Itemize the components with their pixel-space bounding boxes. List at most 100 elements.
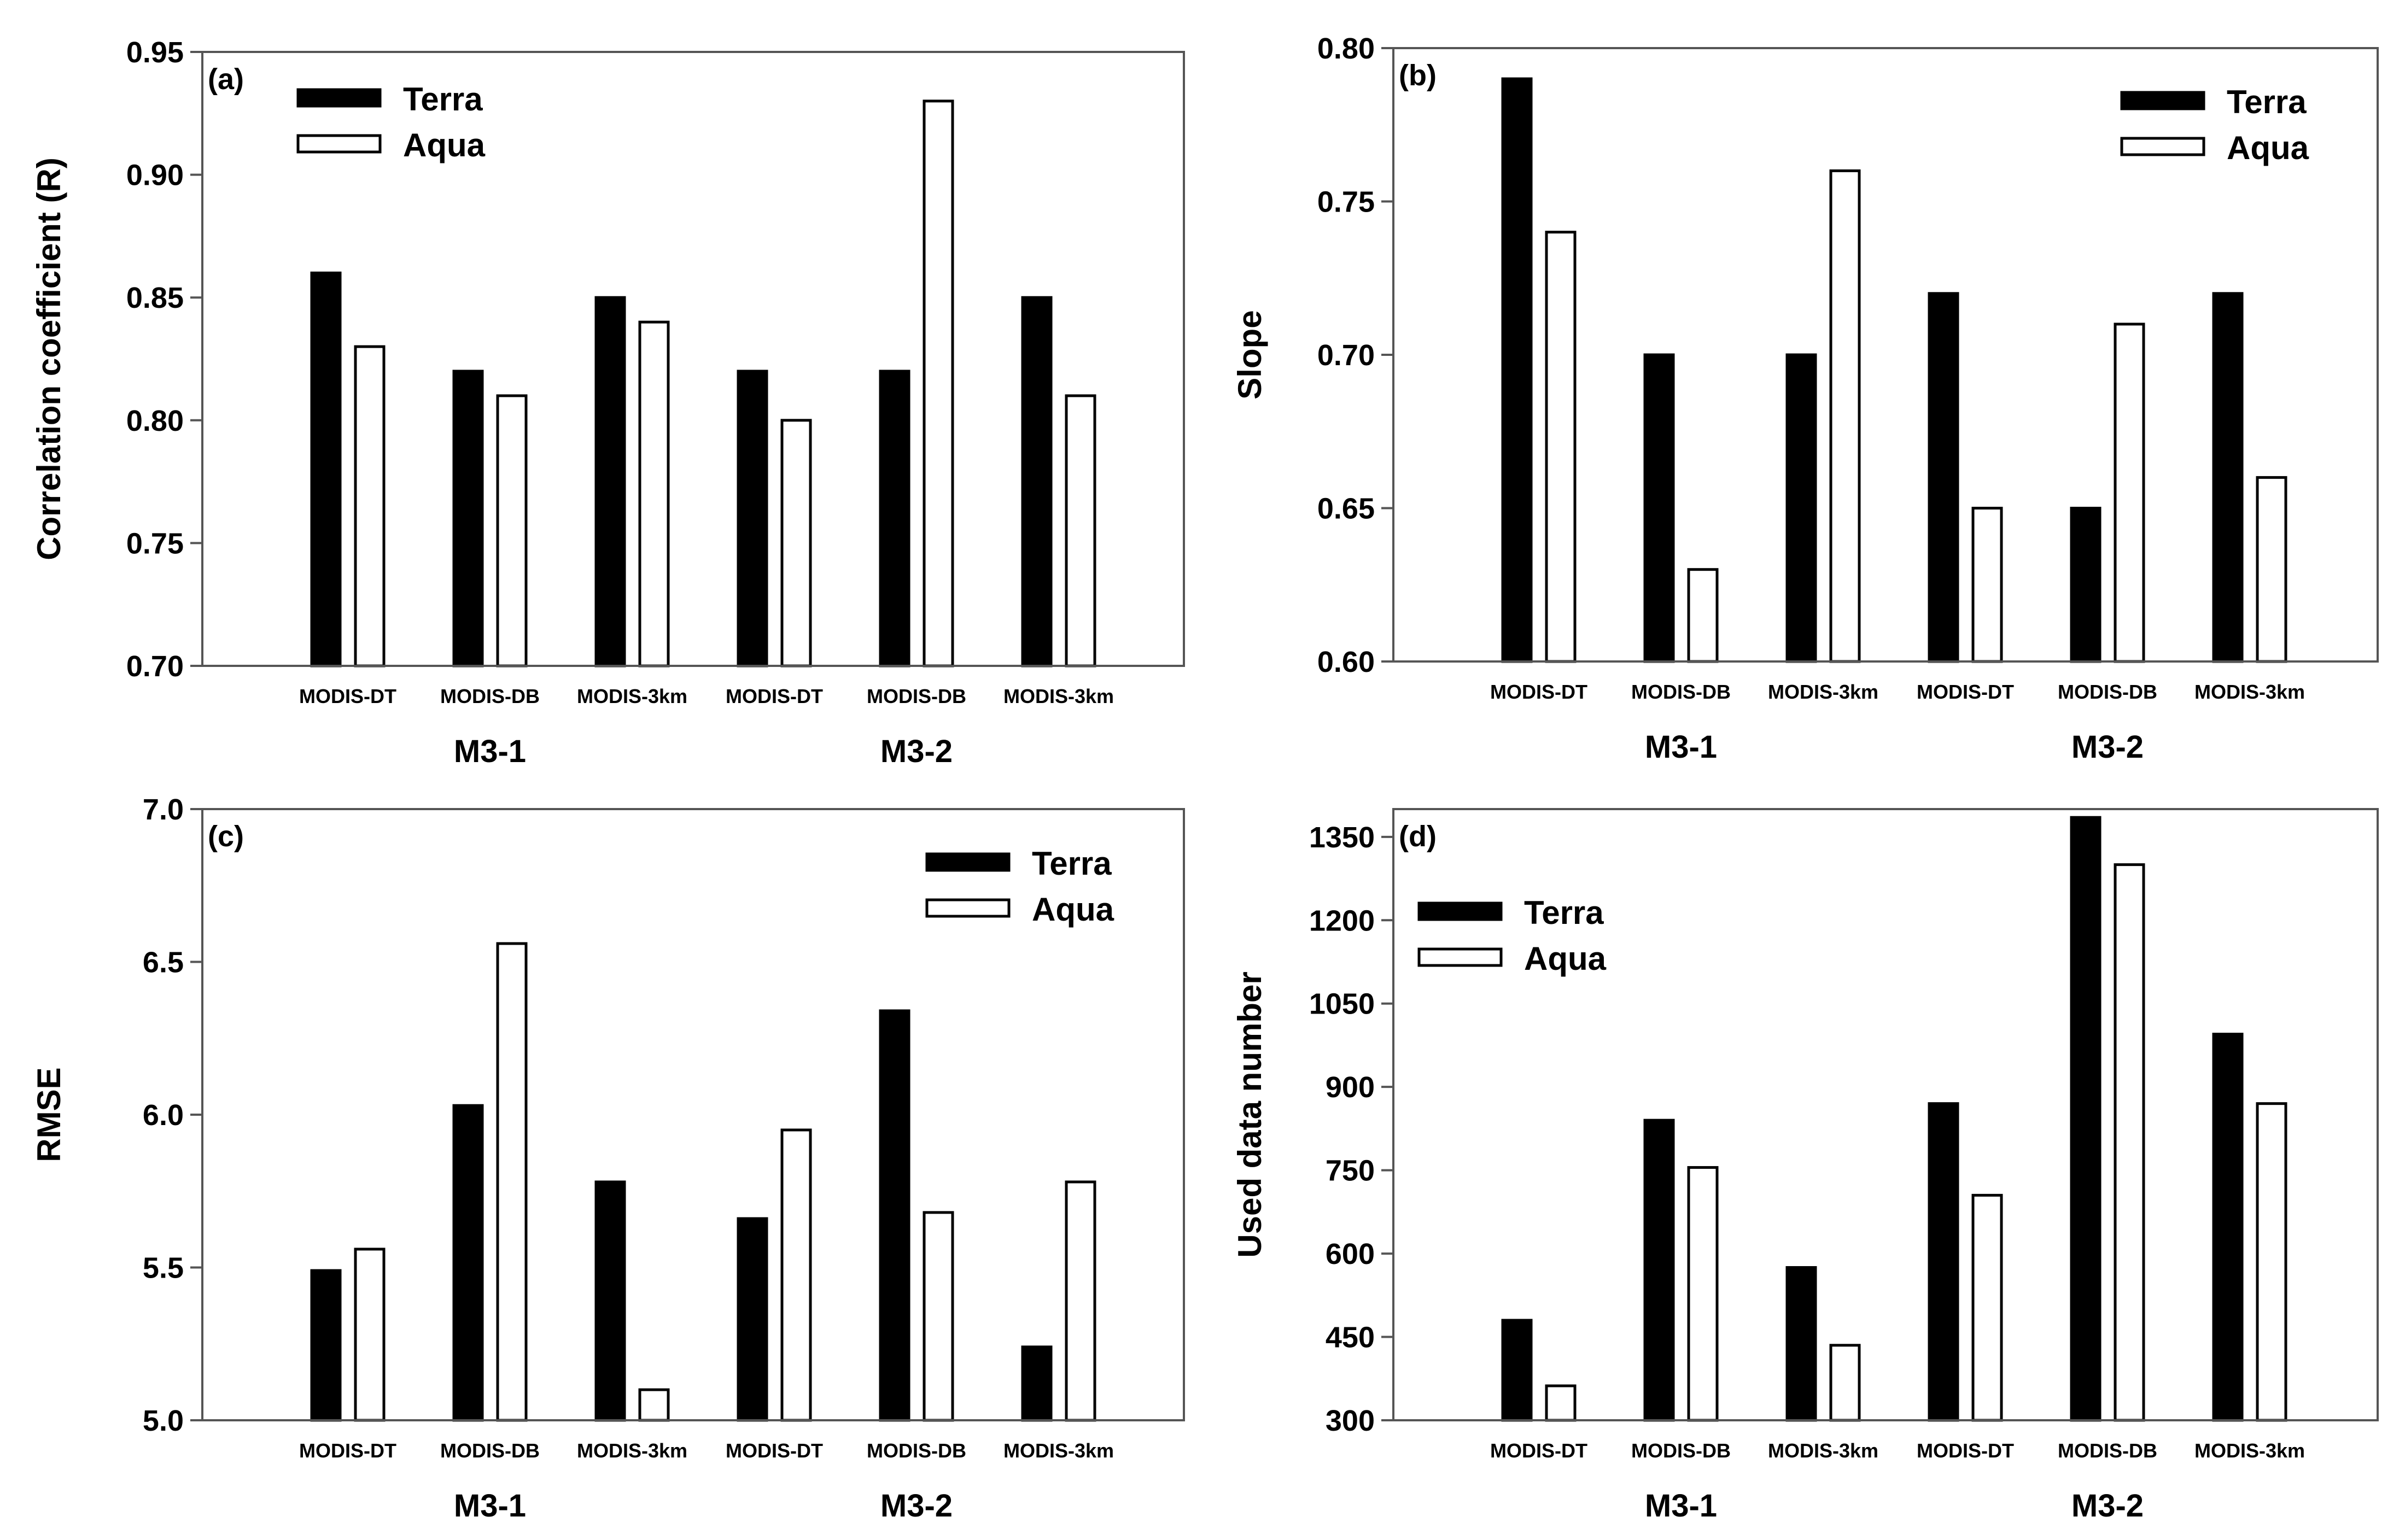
x-category-label: MODIS-3km <box>2194 1439 2305 1462</box>
bar-terra-4 <box>1928 1102 1959 1422</box>
bar-terra-5 <box>2070 507 2102 663</box>
x-category-label: MODIS-DB <box>1631 681 1731 703</box>
legend-swatch-aqua <box>1417 947 1503 967</box>
y-axis-title: Used data number <box>1231 971 1268 1257</box>
bar-aqua-1 <box>354 1248 386 1422</box>
y-tick-label: 1050 <box>1309 988 1375 1021</box>
bar-aqua-4 <box>780 1128 812 1422</box>
y-tick-label: 0.70 <box>126 650 184 683</box>
bar-aqua-2 <box>1687 568 1719 663</box>
bar-terra-3 <box>1785 1266 1817 1422</box>
chart-panel-3: 5.0 5.5 6.0 6.5 7.0 MODIS-DT MODIS-DB MODIS-3km… <box>31 793 1185 1524</box>
legend-swatch-aqua <box>2120 137 2205 156</box>
bar-aqua-1 <box>354 345 386 667</box>
chart-panel-2: 0.60 0.65 0.70 0.75 0.80 MODIS-DT MODIS-DB MODI… <box>1231 32 2379 765</box>
bar-terra-3 <box>1785 353 1817 663</box>
y-tick-label: 0.80 <box>126 405 184 437</box>
bar-aqua-5 <box>2114 863 2145 1422</box>
x-group-label: M3-2 <box>2071 729 2144 765</box>
legend-label-aqua: Aqua <box>1524 940 1607 977</box>
bar-aqua-2 <box>496 942 528 1422</box>
y-tick-label: 5.0 <box>143 1404 184 1437</box>
bar-aqua-1 <box>1545 1384 1577 1422</box>
legend-swatch-terra <box>2120 91 2205 110</box>
x-category-label: MODIS-3km <box>577 685 687 707</box>
x-group-label: M3-2 <box>2071 1488 2144 1524</box>
x-category-label: MODIS-3km <box>1003 1439 1114 1462</box>
legend-swatch-terra <box>296 88 382 108</box>
legend-label-terra: Terra <box>1524 894 1604 931</box>
y-tick-label: 0.65 <box>1317 493 1375 525</box>
bar-aqua-4 <box>1971 507 2003 663</box>
y-axis-title: Correlation coefficient (R) <box>31 157 67 560</box>
legend-swatch-aqua <box>296 134 382 154</box>
bar-terra-1 <box>1501 77 1533 663</box>
y-tick-label: 300 <box>1326 1404 1375 1437</box>
y-tick-label: 0.60 <box>1317 646 1375 678</box>
y-tick-label: 1200 <box>1309 904 1375 937</box>
x-group-label: M3-1 <box>454 1488 526 1524</box>
bar-terra-4 <box>1928 292 1959 663</box>
legend-swatch-terra <box>925 852 1011 872</box>
bar-terra-6 <box>2212 292 2244 663</box>
panel-label: (b) <box>1399 59 1437 92</box>
x-category-label: MODIS-3km <box>577 1439 687 1462</box>
bar-terra-2 <box>1643 353 1675 663</box>
bar-aqua-4 <box>1971 1193 2003 1422</box>
bar-aqua-3 <box>638 1388 670 1422</box>
bar-terra-1 <box>1501 1319 1533 1422</box>
bar-aqua-3 <box>1829 169 1861 663</box>
y-tick-label: 0.85 <box>126 282 184 314</box>
bar-aqua-5 <box>2114 323 2145 663</box>
bar-terra-2 <box>452 370 484 667</box>
bar-aqua-2 <box>496 394 528 667</box>
x-category-label: MODIS-DB <box>440 1439 540 1462</box>
plot-frame <box>1392 808 2379 1421</box>
legend-label-terra: Terra <box>2227 84 2307 120</box>
bar-terra-2 <box>452 1104 484 1422</box>
x-group-label: M3-1 <box>1645 1488 1717 1524</box>
y-tick-label: 6.0 <box>143 1099 184 1132</box>
x-category-label: MODIS-DB <box>2058 1439 2157 1462</box>
x-category-label: MODIS-DT <box>726 1439 823 1462</box>
y-tick-label: 0.80 <box>1317 32 1375 65</box>
x-category-label: MODIS-DT <box>299 685 396 707</box>
legend-swatch-terra <box>1417 901 1503 921</box>
x-category-label: MODIS-DT <box>1917 1439 2014 1462</box>
chart-panel-4: 300 450 600 750 900 1050 1200 1350 MODIS-DT MODIS… <box>1231 808 2379 1524</box>
bar-terra-4 <box>737 1217 768 1422</box>
plot-frame <box>201 51 1185 667</box>
bar-terra-5 <box>2070 816 2102 1422</box>
legend-label-aqua: Aqua <box>403 127 486 163</box>
y-tick-label: 0.95 <box>126 36 184 69</box>
y-tick-label: 0.90 <box>126 159 184 192</box>
y-axis-title: RMSE <box>31 1067 67 1162</box>
x-category-label: MODIS-3km <box>1768 1439 1878 1462</box>
y-tick-label: 900 <box>1326 1071 1375 1104</box>
bar-aqua-1 <box>1545 231 1577 663</box>
y-tick-label: 600 <box>1326 1238 1375 1270</box>
bar-aqua-2 <box>1687 1166 1719 1422</box>
bar-terra-6 <box>1021 1345 1053 1422</box>
x-group-label: M3-1 <box>1645 729 1717 765</box>
bar-aqua-5 <box>923 1211 954 1422</box>
chart-panel-1: 0.70 0.75 0.80 0.85 0.90 0.95 MODIS-DT MODIS-DB… <box>31 36 1185 769</box>
y-tick-label: 0.70 <box>1317 339 1375 372</box>
y-tick-label: 750 <box>1326 1155 1375 1187</box>
x-category-label: MODIS-DT <box>1917 681 2014 703</box>
bar-terra-1 <box>310 271 342 667</box>
y-axis-title: Slope <box>1231 310 1268 399</box>
x-category-label: MODIS-DT <box>299 1439 396 1462</box>
x-category-label: MODIS-DB <box>867 685 966 707</box>
x-category-label: MODIS-3km <box>1003 685 1114 707</box>
y-tick-label: 5.5 <box>143 1252 184 1285</box>
bar-aqua-6 <box>2256 476 2287 663</box>
panel-label: (c) <box>208 820 244 853</box>
x-category-label: MODIS-DB <box>440 685 540 707</box>
x-category-label: MODIS-DT <box>726 685 823 707</box>
x-category-label: MODIS-DT <box>1490 1439 1587 1462</box>
legend-label-aqua: Aqua <box>1032 891 1114 928</box>
legend-swatch-aqua <box>925 898 1011 918</box>
y-tick-label: 0.75 <box>126 527 184 560</box>
